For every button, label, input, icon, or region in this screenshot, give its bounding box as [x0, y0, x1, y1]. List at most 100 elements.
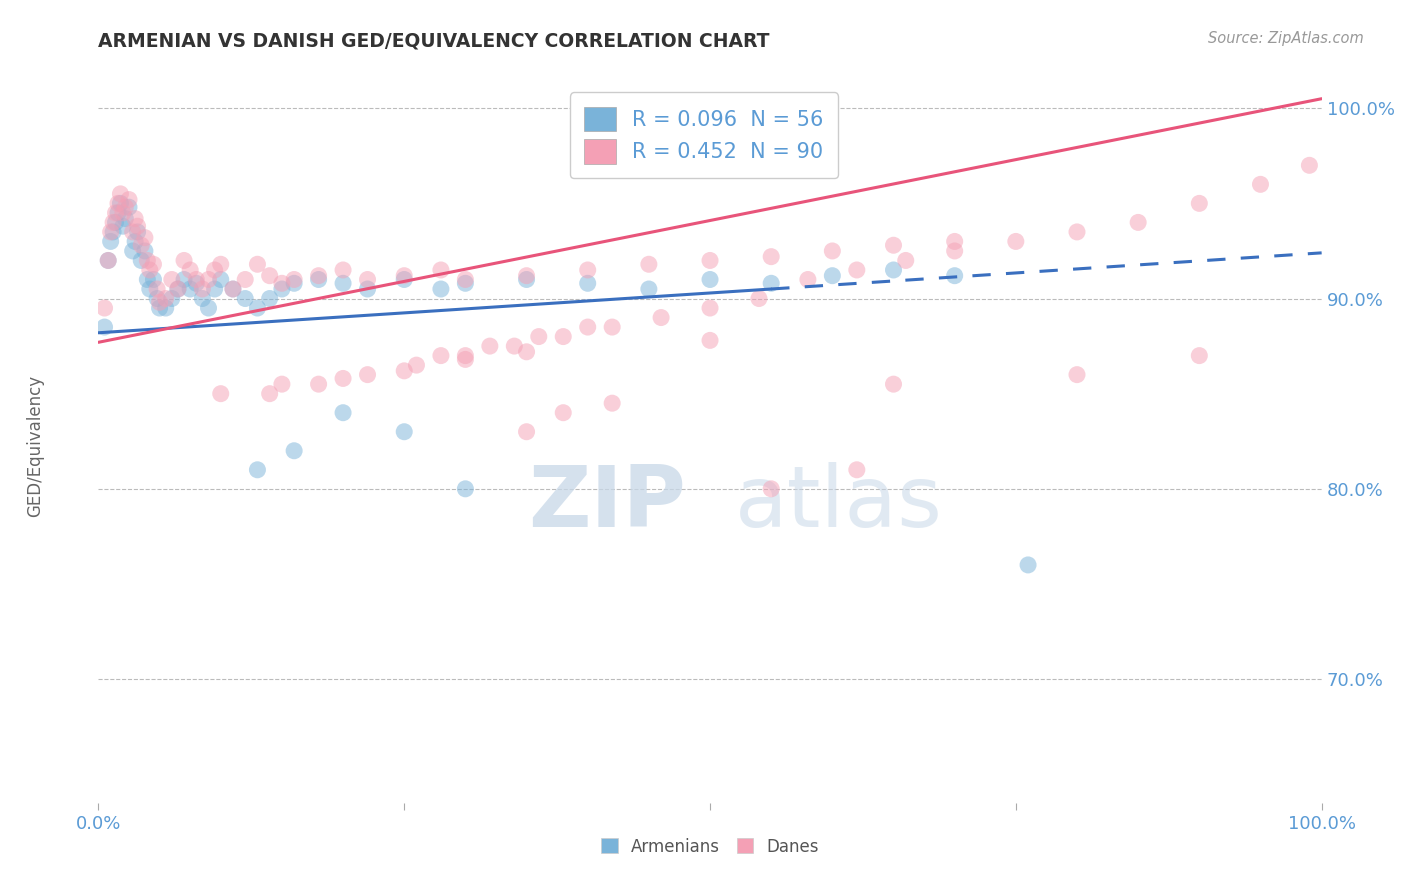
- Point: [392, 268, 416, 283]
- Point: [821, 244, 844, 258]
- Point: [204, 282, 226, 296]
- Point: [1017, 558, 1039, 572]
- Point: [139, 282, 162, 296]
- Point: [114, 200, 136, 214]
- Point: [233, 272, 256, 286]
- Point: [173, 253, 195, 268]
- Point: [515, 272, 537, 286]
- Point: [270, 282, 294, 296]
- Point: [270, 277, 294, 291]
- Point: [308, 377, 330, 392]
- Text: GED/Equivalency: GED/Equivalency: [27, 375, 44, 517]
- Point: [97, 253, 120, 268]
- Point: [136, 253, 159, 268]
- Point: [699, 301, 721, 315]
- Point: [204, 263, 226, 277]
- Point: [1188, 349, 1211, 363]
- Point: [197, 301, 219, 315]
- Point: [155, 301, 177, 315]
- Point: [197, 272, 219, 286]
- Point: [454, 272, 477, 286]
- Point: [111, 219, 134, 234]
- Text: Source: ZipAtlas.com: Source: ZipAtlas.com: [1208, 31, 1364, 46]
- Point: [101, 225, 124, 239]
- Point: [430, 282, 453, 296]
- Text: ZIP: ZIP: [527, 461, 686, 545]
- Point: [160, 272, 183, 286]
- Point: [93, 320, 115, 334]
- Point: [883, 263, 905, 277]
- Point: [209, 257, 232, 271]
- Point: [454, 482, 477, 496]
- Point: [186, 272, 208, 286]
- Point: [246, 257, 269, 271]
- Point: [107, 206, 129, 220]
- Point: [114, 211, 136, 226]
- Point: [515, 425, 537, 439]
- Point: [576, 263, 599, 277]
- Point: [124, 235, 146, 249]
- Point: [134, 244, 156, 258]
- Point: [943, 268, 966, 283]
- Point: [259, 268, 281, 283]
- Point: [943, 235, 966, 249]
- Point: [246, 463, 269, 477]
- Point: [797, 272, 820, 286]
- Point: [761, 482, 783, 496]
- Point: [430, 349, 453, 363]
- Point: [943, 244, 966, 258]
- Point: [270, 377, 294, 392]
- Point: [553, 406, 575, 420]
- Point: [576, 320, 599, 334]
- Point: [356, 368, 378, 382]
- Point: [515, 268, 537, 283]
- Point: [283, 277, 305, 291]
- Point: [179, 282, 201, 296]
- Point: [110, 186, 132, 201]
- Point: [894, 253, 917, 268]
- Point: [527, 329, 550, 343]
- Point: [167, 282, 190, 296]
- Point: [845, 263, 868, 277]
- Text: ARMENIAN VS DANISH GED/EQUIVALENCY CORRELATION CHART: ARMENIAN VS DANISH GED/EQUIVALENCY CORRE…: [98, 31, 770, 50]
- Legend: Armenians, Danes: Armenians, Danes: [595, 831, 825, 863]
- Point: [129, 253, 152, 268]
- Point: [283, 443, 305, 458]
- Point: [553, 329, 575, 343]
- Point: [761, 250, 783, 264]
- Point: [332, 263, 354, 277]
- Point: [186, 277, 208, 291]
- Point: [503, 339, 526, 353]
- Point: [1249, 178, 1271, 192]
- Point: [1004, 235, 1026, 249]
- Point: [821, 268, 844, 283]
- Point: [454, 352, 477, 367]
- Point: [1188, 196, 1211, 211]
- Point: [454, 349, 477, 363]
- Point: [699, 272, 721, 286]
- Point: [191, 282, 214, 296]
- Point: [107, 196, 129, 211]
- Point: [118, 200, 141, 214]
- Point: [332, 277, 354, 291]
- Point: [332, 371, 354, 385]
- Point: [127, 225, 149, 239]
- Point: [134, 230, 156, 244]
- Point: [129, 238, 152, 252]
- Point: [332, 406, 354, 420]
- Point: [259, 292, 281, 306]
- Point: [179, 263, 201, 277]
- Point: [100, 235, 122, 249]
- Point: [127, 219, 149, 234]
- Text: atlas: atlas: [734, 461, 942, 545]
- Point: [1128, 215, 1150, 229]
- Point: [600, 396, 623, 410]
- Point: [139, 263, 162, 277]
- Point: [100, 225, 122, 239]
- Point: [283, 272, 305, 286]
- Point: [101, 215, 124, 229]
- Point: [104, 206, 127, 220]
- Point: [222, 282, 245, 296]
- Point: [699, 253, 721, 268]
- Point: [883, 238, 905, 252]
